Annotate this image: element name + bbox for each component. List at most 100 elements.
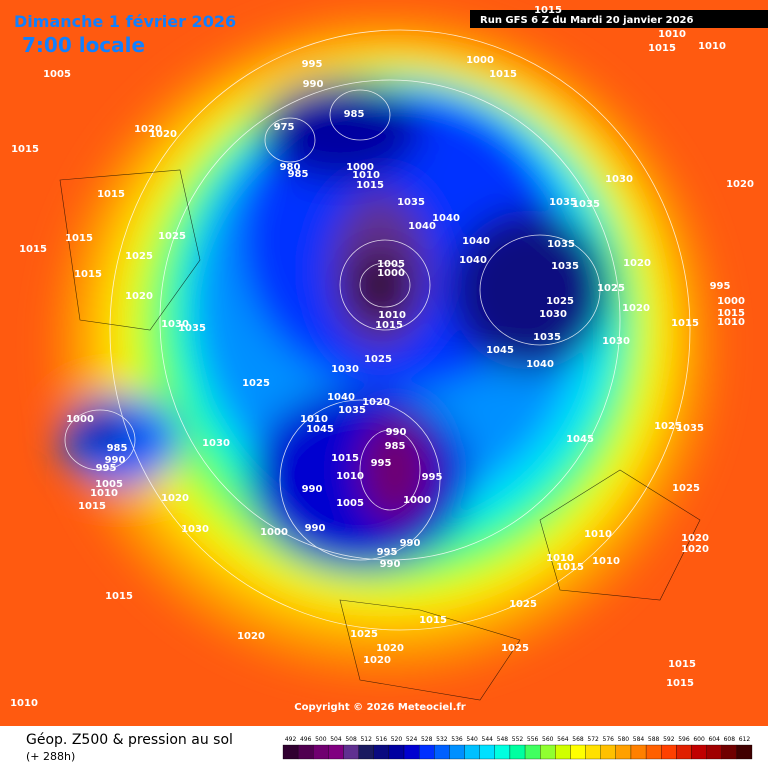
pressure-labels: 1010101010151015100510001015995990985975…	[10, 5, 754, 709]
pressure-label: 1040	[526, 359, 554, 370]
scale-swatch	[676, 744, 692, 760]
pressure-label: 1010	[698, 41, 726, 52]
scale-swatch	[555, 744, 571, 760]
pressure-label: 1000	[377, 268, 405, 279]
scale-label: 532	[436, 736, 448, 743]
pressure-label: 995	[422, 472, 443, 483]
pressure-label: 1030	[202, 438, 230, 449]
scale-swatch	[282, 744, 299, 760]
pressure-label: 990	[380, 559, 401, 570]
pressure-label: 1000	[717, 296, 745, 307]
scale-swatch	[434, 744, 450, 760]
scale-label: 540	[466, 736, 478, 743]
scale-swatch	[540, 744, 556, 760]
scale-label: 592	[663, 736, 675, 743]
pressure-label: 1040	[327, 392, 355, 403]
run-text: Run GFS 6 Z du Mardi 20 janvier 2026	[480, 15, 693, 26]
pressure-label: 1015	[717, 308, 745, 319]
scale-label: 536	[451, 736, 463, 743]
scale-label: 612	[739, 736, 751, 743]
scale-label: 508	[345, 736, 357, 743]
pressure-label: 1015	[489, 69, 517, 80]
pressure-label: 1020	[125, 291, 153, 302]
pressure-label: 995	[302, 59, 323, 70]
pressure-label: 1015	[668, 659, 696, 670]
pressure-label: 1015	[331, 453, 359, 464]
pressure-label: 1020	[362, 397, 390, 408]
pressure-label: 1035	[178, 323, 206, 334]
pressure-label: 1045	[566, 434, 594, 445]
scale-label: 504	[330, 736, 342, 743]
pressure-label: 1005	[95, 479, 123, 490]
scale-swatch	[661, 744, 677, 760]
pressure-label: 990	[386, 427, 407, 438]
pressure-label: 995	[96, 463, 117, 474]
pressure-label: 1035	[533, 332, 561, 343]
pressure-label: 1015	[356, 180, 384, 191]
pressure-label: 985	[385, 441, 406, 452]
pressure-label: 1015	[666, 678, 694, 689]
pressure-label: 1025	[672, 483, 700, 494]
scale-label: 552	[512, 736, 524, 743]
scale-swatch	[585, 744, 601, 760]
pressure-label: 985	[288, 169, 309, 180]
scale-label: 572	[587, 736, 599, 743]
pressure-label: 1020	[681, 533, 709, 544]
scale-label: 524	[406, 736, 418, 743]
scale-label: 548	[497, 736, 509, 743]
scale-swatch	[600, 744, 616, 760]
pressure-label: 1015	[534, 5, 562, 16]
scale-swatch	[358, 744, 374, 760]
scale-swatch	[706, 744, 722, 760]
pressure-label: 990	[105, 455, 126, 466]
pressure-label: 1035	[676, 423, 704, 434]
scale-swatch	[494, 744, 511, 760]
scale-label: 512	[360, 736, 372, 743]
pressure-label: 1005	[43, 69, 71, 80]
scale-label: 520	[391, 736, 403, 743]
copyright: Copyright © 2026 Meteociel.fr	[294, 702, 465, 713]
pressure-label: 1025	[242, 378, 270, 389]
pressure-label: 1035	[551, 261, 579, 272]
pressure-label: 1000	[466, 55, 494, 66]
pressure-label: 1035	[549, 197, 577, 208]
pressure-label: 1035	[572, 199, 600, 210]
scale-label: 564	[557, 736, 569, 743]
pressure-label: 995	[371, 458, 392, 469]
pressure-label: 1025	[350, 629, 378, 640]
pressure-label: 1000	[346, 162, 374, 173]
pressure-label: 1015	[648, 43, 676, 54]
pressure-label: 1005	[377, 259, 405, 270]
pressure-label: 1015	[11, 144, 39, 155]
pressure-label: 1020	[622, 303, 650, 314]
pressure-label: 1000	[260, 527, 288, 538]
pressure-label: 1015	[65, 233, 93, 244]
scale-label: 596	[678, 736, 690, 743]
scale-label: 580	[618, 736, 630, 743]
pressure-label: 1020	[726, 179, 754, 190]
pressure-label: 1025	[501, 643, 529, 654]
scale-swatch	[721, 744, 738, 760]
scale-swatch	[645, 744, 662, 760]
pressure-label: 1010	[584, 529, 612, 540]
pressure-label: 985	[107, 443, 128, 454]
scale-swatch	[691, 744, 707, 760]
color-scale: 492 496 500 504 508 512 516 520 524 528 532 536 540 5…	[282, 736, 753, 760]
footer-subtitle: (+ 288h)	[26, 750, 75, 763]
pressure-label: 990	[400, 538, 421, 549]
pressure-label: 1010	[378, 310, 406, 321]
pressure-label: 1035	[547, 239, 575, 250]
scale-swatch	[403, 744, 420, 760]
pressure-label: 1025	[597, 283, 625, 294]
pressure-label: 995	[377, 547, 398, 558]
scale-label: 544	[482, 736, 494, 743]
pressure-label: 1025	[546, 296, 574, 307]
pressure-label: 1020	[134, 124, 162, 135]
scale-label: 492	[285, 736, 297, 743]
pressure-label: 1025	[654, 421, 682, 432]
pressure-label: 1040	[432, 213, 460, 224]
pressure-label: 1010	[658, 29, 686, 40]
pressure-label: 1010	[336, 471, 364, 482]
pressure-label: 1035	[397, 197, 425, 208]
